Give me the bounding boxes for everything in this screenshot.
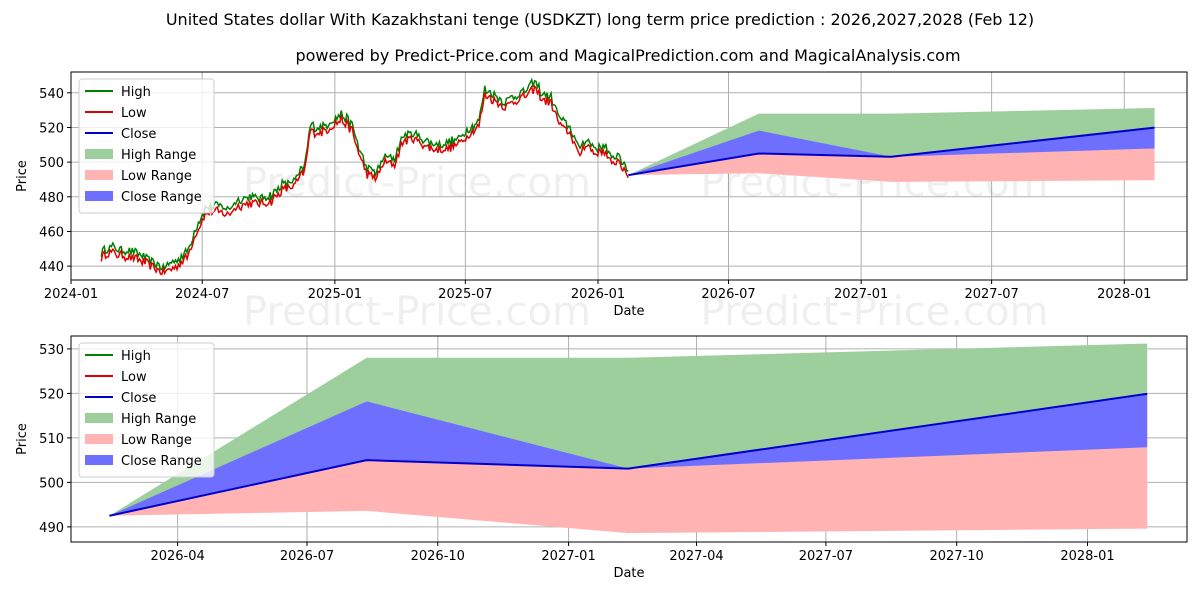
y-tick-label: 530 — [39, 343, 64, 358]
x-tick-label: 2026-01 — [571, 287, 625, 302]
top-panel: Predict-Price.com Predict-Price.comPredic… — [15, 71, 1188, 335]
chart-title: United States dollar With Kazakhstani te… — [166, 10, 1034, 29]
high-range-band — [109, 343, 1148, 516]
x-tick-label: 2027-07 — [964, 287, 1018, 302]
y-tick-label: 500 — [39, 156, 64, 171]
legend-label: Low — [121, 106, 147, 121]
legend-label: Low — [121, 370, 147, 385]
watermark-text: Predict-Price.com — [701, 289, 1049, 335]
legend-label: Close — [121, 391, 156, 406]
x-tick-label: 2027-04 — [669, 549, 723, 564]
close-range-band — [109, 393, 1148, 516]
x-tick-label: 2026-04 — [150, 549, 204, 564]
legend-label: Close Range — [121, 454, 202, 469]
x-tick-label: 2025-07 — [438, 287, 492, 302]
x-tick-label: 2027-07 — [799, 549, 853, 564]
plot-frame — [70, 335, 1188, 543]
y-tick-label: 460 — [39, 225, 64, 240]
y-tick-label: 440 — [39, 260, 64, 275]
x-tick-label: 2026-07 — [280, 549, 334, 564]
y-tick-label: 510 — [39, 432, 64, 447]
plot-frame — [70, 71, 1188, 281]
y-tick-label: 540 — [39, 87, 64, 102]
legend-label: Close — [121, 127, 156, 142]
y-tick-label: 490 — [39, 521, 64, 536]
low-range-band — [109, 393, 1148, 534]
close-range-band — [628, 127, 1155, 176]
x-tick-label: 2025-01 — [308, 287, 362, 302]
x-tick-label: 2028-01 — [1097, 287, 1151, 302]
y-axis-label: Price — [15, 423, 30, 455]
legend-label: Low Range — [121, 433, 192, 448]
legend-swatch — [85, 455, 113, 465]
close-line — [628, 126, 1155, 177]
x-tick-label: 2027-01 — [834, 287, 888, 302]
x-axis-label: Date — [613, 304, 644, 319]
chart-subtitle: powered by Predict-Price.com and Magical… — [295, 46, 960, 65]
legend-label: Close Range — [121, 190, 202, 205]
legend-swatch — [85, 170, 113, 180]
x-tick-label: 2027-01 — [541, 549, 595, 564]
legend-label: Low Range — [121, 169, 192, 184]
x-tick-label: 2024-07 — [175, 287, 229, 302]
watermark-text: Predict-Price.com — [243, 289, 591, 335]
high-line — [100, 77, 629, 271]
close-line — [109, 392, 1148, 517]
x-tick-label: 2028-01 — [1060, 549, 1114, 564]
legend-label: High — [121, 85, 151, 100]
high-range-band — [628, 108, 1155, 176]
x-tick-label: 2026-07 — [701, 287, 755, 302]
x-tick-label: 2024-01 — [44, 287, 98, 302]
x-tick-label: 2027-10 — [930, 549, 984, 564]
low-range-band — [628, 127, 1155, 182]
legend-label: High Range — [121, 412, 196, 427]
legend-label: High — [121, 349, 151, 364]
legend-swatch — [85, 413, 113, 423]
x-tick-label: 2026-10 — [411, 549, 465, 564]
legend-swatch — [85, 434, 113, 444]
y-axis-label: Price — [15, 160, 30, 192]
legend-label: High Range — [121, 148, 196, 163]
y-tick-label: 520 — [39, 121, 64, 136]
low-line — [100, 84, 629, 276]
bottom-panel: Predict-Price.comPredict-Price.com2026-0… — [15, 335, 1188, 581]
y-tick-label: 480 — [39, 191, 64, 206]
y-tick-label: 520 — [39, 387, 64, 402]
x-axis-label: Date — [613, 566, 644, 581]
y-tick-label: 500 — [39, 476, 64, 491]
legend-swatch — [85, 149, 113, 159]
legend-swatch — [85, 191, 113, 201]
